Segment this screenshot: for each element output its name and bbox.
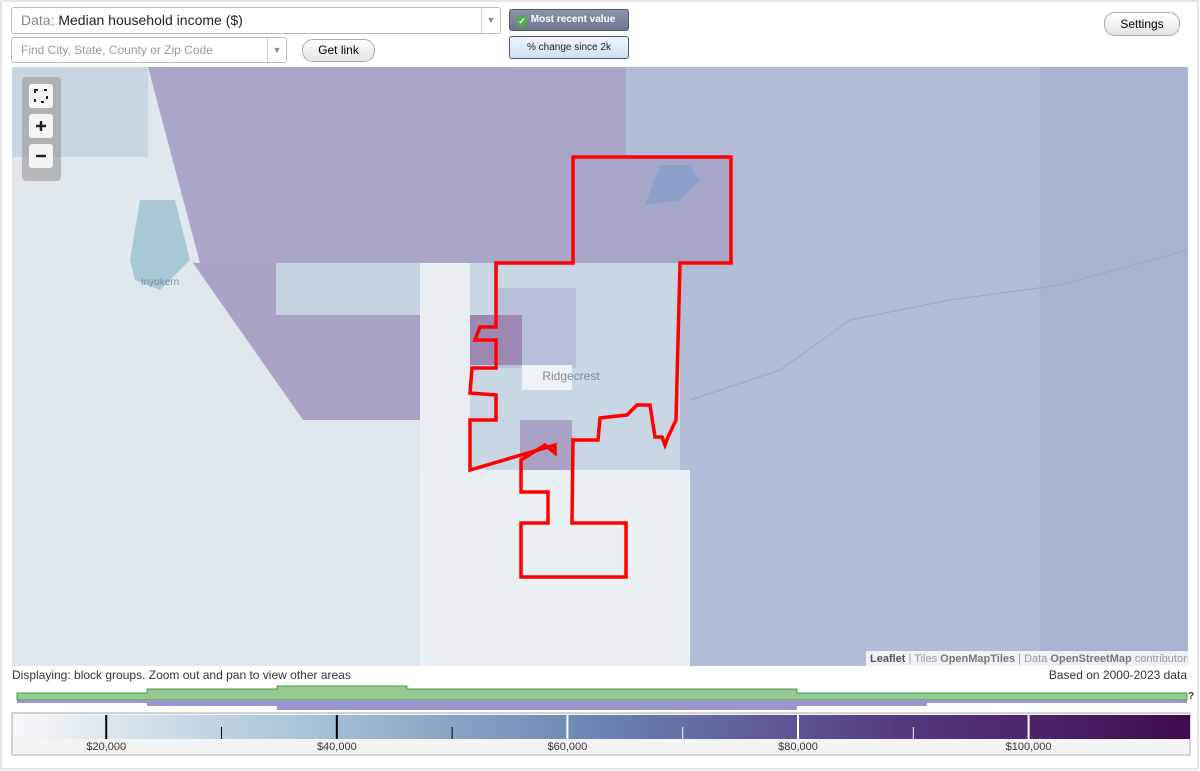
legend-tick-label: $100,000 bbox=[1006, 741, 1052, 753]
text: Tiles bbox=[914, 653, 937, 665]
search-input[interactable]: Find City, State, County or Zip Code ▼ bbox=[11, 37, 287, 63]
data-years: Based on 2000-2023 data bbox=[1049, 668, 1187, 682]
fullscreen-button[interactable] bbox=[29, 84, 53, 108]
attribution-bg bbox=[866, 651, 1188, 666]
legend-tick-label: $60,000 bbox=[548, 741, 588, 753]
legend-tick-label: $20,000 bbox=[86, 741, 126, 753]
most-recent-button[interactable]: ✓ Most recent value bbox=[509, 9, 629, 31]
help-icon[interactable]: ? bbox=[1188, 691, 1194, 702]
legend-tick-label: $80,000 bbox=[778, 741, 818, 753]
map[interactable]: Inyokern Ridgecrest Leaflet | Tiles Open… bbox=[12, 67, 1193, 666]
zoom-control bbox=[22, 77, 61, 181]
status-text: Displaying: block groups. Zoom out and p… bbox=[12, 668, 351, 682]
text: Data bbox=[1024, 653, 1048, 665]
placeholder: Find City, State, County or Zip Code bbox=[21, 43, 213, 57]
attribution: Leaflet | Tiles OpenMapTiles | Data Open… bbox=[870, 653, 1193, 665]
label: Most recent value bbox=[530, 14, 616, 25]
pct-change-button[interactable]: % change since 2k bbox=[509, 36, 629, 59]
place-label: Inyokern bbox=[141, 277, 179, 288]
arrow: ▼ bbox=[267, 38, 286, 62]
arrow: ▼ bbox=[481, 8, 500, 33]
settings-button[interactable]: Settings bbox=[1104, 12, 1180, 36]
text: contributors bbox=[1135, 653, 1193, 665]
data-select[interactable]: Data: Median household income ($) ▼ bbox=[11, 7, 501, 34]
legend-scale bbox=[14, 715, 1190, 739]
legend-tick-label: $40,000 bbox=[317, 741, 357, 753]
place-label: Ridgecrest bbox=[542, 369, 600, 383]
link[interactable]: Leaflet bbox=[870, 653, 906, 665]
distribution-bars bbox=[16, 685, 1188, 710]
link[interactable]: OpenStreetMap bbox=[1050, 653, 1132, 665]
label: Data: bbox=[21, 12, 55, 28]
city-boundary bbox=[468, 155, 733, 579]
get-link-button[interactable]: Get link bbox=[302, 39, 375, 62]
value: Median household income ($) bbox=[58, 12, 243, 28]
link[interactable]: OpenMapTiles bbox=[940, 653, 1015, 665]
